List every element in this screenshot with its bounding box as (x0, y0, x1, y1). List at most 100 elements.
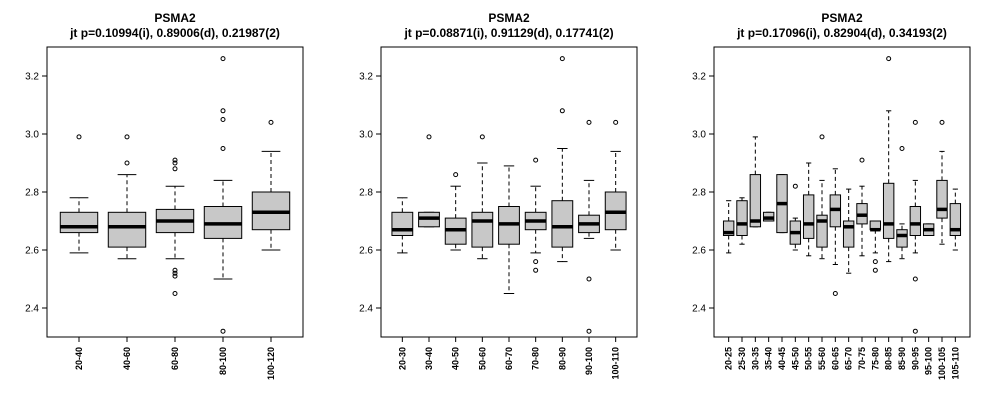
x-tick-label: 100-110 (611, 347, 621, 380)
box-90-100 (578, 119, 600, 334)
box-iqr (842, 220, 855, 248)
outlier-point (586, 119, 592, 125)
outlier-point (912, 119, 918, 125)
outlier-point (453, 172, 459, 178)
outlier-point (76, 134, 82, 140)
y-tick-label: 2.8 (359, 188, 373, 199)
outlier-point (613, 119, 619, 125)
box-iqr (471, 211, 494, 248)
y-tick-label: 3.0 (359, 130, 373, 141)
box-40-60 (107, 134, 147, 260)
box-iqr (107, 211, 147, 248)
outlier-point (268, 119, 274, 125)
x-tick-label: 25-30 (737, 347, 747, 370)
box-45-50 (789, 183, 802, 251)
x-tick-label: 80-90 (557, 347, 567, 370)
box-90-95 (909, 119, 922, 334)
outlier-point (479, 134, 485, 140)
x-tick-label: 50-55 (804, 347, 814, 370)
box-iqr (551, 200, 574, 248)
box-20-30 (391, 197, 414, 254)
box-35-40 (762, 211, 775, 222)
x-tick-label: 80-100 (218, 347, 228, 375)
box-20-40 (59, 134, 99, 254)
outlier-point (912, 328, 918, 334)
box-55-60 (816, 134, 828, 260)
box-iqr (722, 220, 735, 236)
box-20-25 (722, 200, 735, 254)
outlier-point (832, 291, 838, 296)
outlier-point (172, 160, 178, 166)
outlier-point (586, 328, 592, 334)
y-tick-label: 3.0 (692, 130, 706, 141)
x-tick-label: 35-40 (764, 347, 774, 370)
outlier-point (220, 117, 226, 122)
box-iqr (391, 211, 414, 237)
box-iqr (59, 211, 99, 234)
x-tick-label: 90-100 (584, 347, 594, 375)
outlier-point (819, 134, 825, 140)
box-100-105 (936, 119, 948, 245)
outlier-point (220, 328, 226, 334)
outlier-point (124, 134, 130, 140)
box-60-65 (829, 168, 842, 296)
outlier-point (426, 134, 432, 140)
box-105-110 (949, 188, 962, 251)
outlier-point (220, 56, 226, 62)
x-tick-label: 60-80 (170, 347, 180, 370)
y-tick-label: 3.2 (692, 72, 706, 83)
box-85-90 (896, 146, 908, 260)
box-50-60 (471, 134, 494, 260)
box-iqr (736, 200, 748, 236)
box-30-35 (749, 136, 762, 228)
outlier-point (172, 166, 178, 172)
chart-title: PSMA2 (488, 11, 530, 25)
outlier-point (872, 259, 878, 265)
box-40-50 (444, 172, 467, 251)
outlier-point (533, 259, 539, 265)
outlier-point (172, 157, 178, 163)
y-tick-label: 2.4 (359, 304, 373, 315)
box-iqr (816, 214, 828, 248)
y-tick-label: 2.6 (692, 246, 706, 257)
x-tick-label: 40-60 (122, 347, 132, 370)
box-50-55 (802, 162, 815, 257)
outlier-point (872, 267, 878, 273)
outlier-point (533, 157, 539, 163)
outlier-point (220, 146, 226, 151)
x-tick-label: 80-85 (884, 347, 894, 370)
x-tick-label: 75-80 (870, 347, 880, 370)
box-25-30 (736, 197, 748, 245)
chart-subtitle: jt p=0.17096(i), 0.82904(d), 0.34193(2) (736, 26, 947, 40)
outlier-point (533, 267, 539, 273)
x-tick-label: 100-105 (937, 347, 947, 380)
x-tick-label: 40-50 (451, 347, 461, 370)
x-tick-label: 70-75 (857, 347, 867, 370)
y-tick-label: 2.8 (692, 188, 706, 199)
x-tick-label: 105-110 (950, 347, 960, 380)
box-iqr (882, 182, 895, 239)
y-tick-label: 2.4 (692, 304, 706, 315)
x-tick-label: 90-95 (910, 347, 920, 370)
x-tick-label: 70-80 (531, 347, 541, 370)
box-60-70 (498, 165, 520, 294)
x-tick-label: 100-120 (266, 347, 276, 380)
outlier-point (172, 270, 178, 276)
y-tick-label: 2.6 (25, 246, 39, 257)
x-tick-label: 95-100 (924, 347, 934, 375)
box-100-120 (251, 119, 291, 251)
x-tick-label: 50-60 (477, 347, 487, 370)
box-95-100 (922, 223, 935, 236)
box-iqr (949, 203, 962, 237)
chart-title: PSMA2 (821, 11, 863, 25)
x-tick-label: 30-40 (424, 347, 434, 370)
box-iqr (936, 179, 948, 219)
x-tick-label: 55-60 (817, 347, 827, 370)
x-tick-label: 20-30 (397, 347, 407, 370)
y-tick-label: 3.0 (25, 130, 39, 141)
outlier-point (559, 108, 565, 114)
